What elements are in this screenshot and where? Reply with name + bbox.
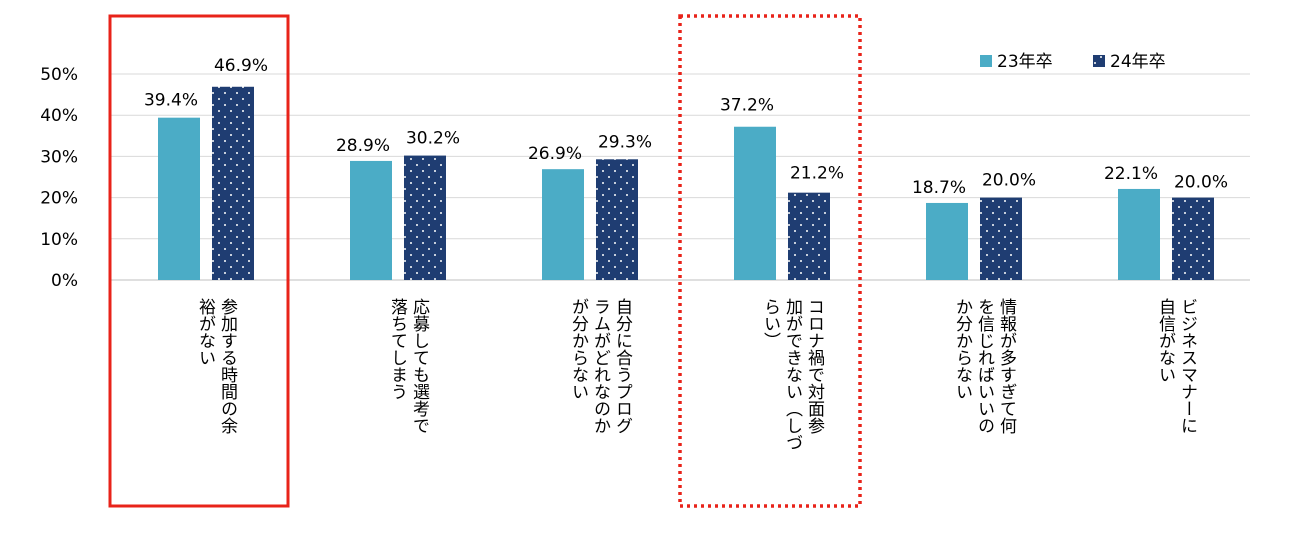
highlight-boxes xyxy=(108,14,862,508)
legend-swatch xyxy=(1093,55,1105,67)
data-label-24: 46.9% xyxy=(214,56,268,76)
category-label: を信じればいいの xyxy=(974,298,995,434)
category-label: らい） xyxy=(760,298,781,349)
y-axis: 0% 10% 20% 30% 40% 50% xyxy=(40,65,78,291)
data-label-24: 30.2% xyxy=(406,129,460,149)
bar-23 xyxy=(350,160,392,280)
highlight-box xyxy=(108,14,290,508)
data-label-24: 21.2% xyxy=(790,164,844,184)
data-label-23: 28.9% xyxy=(336,136,390,156)
category-label: 裕がない xyxy=(195,298,216,366)
bar-24 xyxy=(788,192,830,280)
category-label: 自信がない xyxy=(1155,298,1176,383)
y-tick-label: 10% xyxy=(40,230,78,250)
bar-24 xyxy=(212,86,254,280)
category-label: が分からない xyxy=(568,298,589,400)
category-label: 自分に合うプログ xyxy=(612,298,633,434)
bar-24 xyxy=(1172,197,1214,280)
legend-swatch xyxy=(980,55,992,67)
data-label-23: 18.7% xyxy=(912,178,966,198)
bar-24 xyxy=(404,155,446,280)
category-label: か分からない xyxy=(952,298,973,400)
bar-23 xyxy=(926,202,968,280)
data-label-23: 39.4% xyxy=(144,91,198,111)
data-label-24: 20.0% xyxy=(982,171,1036,191)
data-label-24: 29.3% xyxy=(598,132,652,152)
bar-23 xyxy=(158,117,200,280)
category-label: 情報が多すぎて何 xyxy=(996,298,1017,434)
y-tick-label: 0% xyxy=(51,271,78,291)
legend-label: 23年卒 xyxy=(997,52,1053,72)
bar-23 xyxy=(542,169,584,280)
bar-24 xyxy=(980,197,1022,280)
y-tick-label: 20% xyxy=(40,189,78,209)
category-label: コロナ禍で対面参 xyxy=(804,298,825,434)
category-label: 応募しても選考で xyxy=(409,298,430,434)
bar-23 xyxy=(1118,188,1160,280)
y-tick-label: 50% xyxy=(40,65,78,85)
data-label-23: 22.1% xyxy=(1104,164,1158,184)
data-labels: 39.4% 46.9% 28.9% 30.2% 26.9% 29.3% 37.2% 21.2%… xyxy=(144,56,1228,198)
bars xyxy=(158,86,1214,281)
legend: 23年卒 24年卒 xyxy=(980,52,1166,72)
data-label-23: 37.2% xyxy=(720,96,774,116)
y-tick-label: 30% xyxy=(40,147,78,167)
bar-24 xyxy=(596,159,638,280)
category-label: ビジネスマナーに xyxy=(1177,298,1197,434)
highlight-box xyxy=(678,14,862,508)
y-tick-label: 40% xyxy=(40,106,78,126)
data-label-23: 26.9% xyxy=(528,144,582,164)
category-label: 加ができない（しづ xyxy=(782,298,803,451)
category-label: 落ちてしまう xyxy=(387,298,408,400)
bar-23 xyxy=(734,126,776,281)
category-label: 参加する時間の余 xyxy=(217,298,238,435)
legend-label: 24年卒 xyxy=(1110,52,1166,72)
data-label-24: 20.0% xyxy=(1174,173,1228,193)
category-label: ラムがどれなのか xyxy=(590,298,610,434)
